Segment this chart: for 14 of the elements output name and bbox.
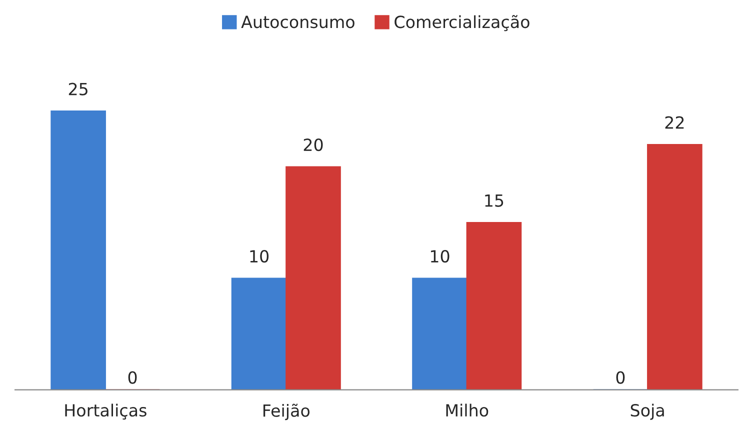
legend-label: Autoconsumo: [241, 16, 354, 28]
data-label: 0: [128, 371, 137, 384]
data-label: 15: [485, 194, 504, 207]
x-tick-label: Milho: [446, 404, 488, 417]
legend-label: Comercialização: [394, 15, 530, 32]
data-label: 22: [665, 116, 684, 129]
data-label: 10: [430, 250, 450, 263]
data-label: 10: [250, 250, 269, 263]
data-label: 25: [68, 82, 88, 96]
x-tick-label: Feijão: [263, 404, 310, 420]
x-tick-label: Soja: [630, 404, 664, 420]
x-tick-label: Hortaliças: [65, 404, 146, 420]
data-label: 20: [304, 138, 323, 152]
data-label: 0: [616, 371, 625, 384]
